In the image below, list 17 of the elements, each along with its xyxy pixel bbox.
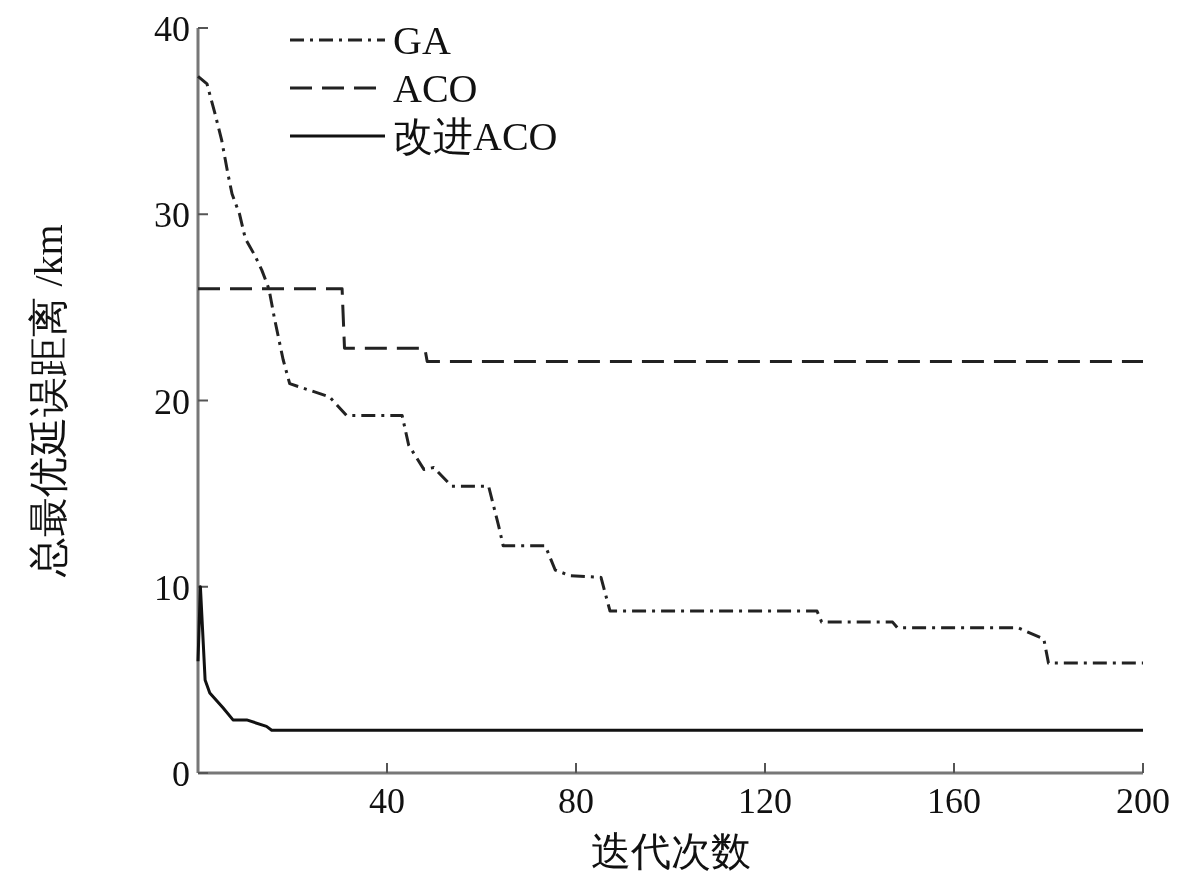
y-tick-label: 30 bbox=[154, 195, 190, 236]
y-tick-label: 10 bbox=[154, 567, 190, 608]
line-series bbox=[196, 74, 1145, 665]
y-tick-label: 20 bbox=[154, 381, 190, 422]
y-axis-title: 总最优延误距离 /km bbox=[26, 224, 71, 578]
legend-label: ACO bbox=[393, 66, 478, 111]
x-tick-label: 80 bbox=[558, 781, 594, 821]
x-tick-label: 200 bbox=[1116, 781, 1170, 821]
legend-label: GA bbox=[393, 18, 451, 63]
line-series bbox=[196, 585, 1145, 732]
y-tick-label: 40 bbox=[154, 9, 190, 49]
x-axis-title: 迭代次数 bbox=[590, 829, 751, 874]
x-tick-label: 40 bbox=[369, 781, 405, 821]
legend-label: 改进ACO bbox=[393, 114, 558, 159]
x-tick-label: 120 bbox=[738, 781, 792, 821]
y-tick-label: 0 bbox=[172, 754, 190, 794]
x-tick-label: 160 bbox=[927, 781, 981, 821]
